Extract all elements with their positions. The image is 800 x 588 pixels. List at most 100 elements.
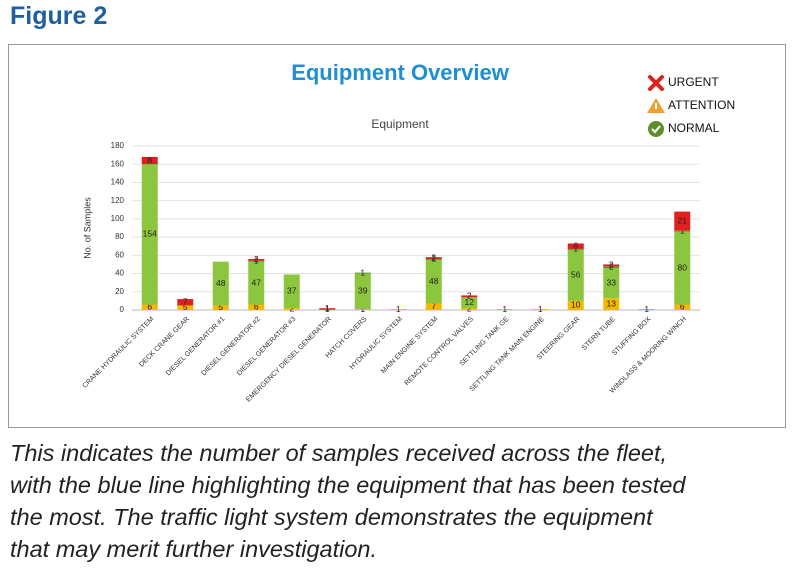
data-label: 12: [465, 297, 475, 307]
bar-segment: [674, 304, 691, 310]
bar-segment: [425, 258, 442, 260]
data-label: 33: [607, 277, 617, 287]
data-label: 1: [396, 304, 401, 314]
y-tick-label: 160: [111, 159, 125, 168]
bar-segment: [283, 274, 300, 309]
data-label: 56: [571, 270, 581, 280]
bar-segment: [674, 211, 691, 231]
bar-segment: [141, 164, 158, 305]
bar-segment: [603, 268, 620, 299]
data-label: 47: [252, 277, 262, 287]
bar-segment: [461, 308, 478, 310]
bar-segment: [177, 299, 194, 306]
data-label: 48: [216, 278, 226, 288]
caption-line: that may merit further investigation.: [10, 536, 378, 562]
y-tick-label: 100: [111, 214, 125, 223]
data-label: 8: [147, 155, 152, 165]
data-label: 2: [467, 291, 472, 301]
y-tick-label: 0: [120, 305, 125, 314]
data-label: 1: [538, 304, 543, 314]
data-label: 48: [429, 276, 439, 286]
legend-icon: [648, 75, 664, 91]
bar-segment: [319, 308, 336, 310]
data-label: 154: [143, 229, 157, 239]
y-tick-label: 140: [111, 178, 125, 187]
bar-segment: [425, 257, 442, 259]
legend-item: NORMAL: [648, 121, 720, 137]
data-label: 5: [218, 302, 223, 312]
legend-label: NORMAL: [668, 121, 720, 135]
legend-item: ATTENTION: [647, 98, 735, 113]
bar-segment: [141, 156, 158, 165]
caption-line: This indicates the number of samples rec…: [10, 440, 668, 466]
y-tick-label: 60: [115, 250, 124, 259]
y-tick-label: 80: [115, 232, 124, 241]
data-label: 2: [254, 254, 259, 264]
bar-segment: [248, 260, 265, 262]
bar-segment: [567, 300, 584, 310]
chart-subtitle: Equipment: [371, 117, 429, 131]
y-tick-label: 120: [111, 196, 125, 205]
x-tick-label: REMOTE CONTROL VALVES: [404, 316, 476, 388]
bar-segment: [354, 273, 371, 310]
bar-segment: [567, 248, 584, 250]
bar-segment: [177, 305, 194, 310]
data-label: 39: [358, 286, 368, 296]
x-tick-label: WINDLASS & MOORING WINCH: [609, 316, 688, 395]
x-tick-label: DIESEL GENERATOR #2: [200, 316, 262, 378]
data-label: 1: [360, 267, 365, 277]
bar-segment: [248, 258, 265, 261]
caption-line: the most. The traffic light system demon…: [10, 504, 653, 530]
data-label: 2: [431, 252, 436, 262]
legend-icon: [648, 121, 664, 137]
bar-segment: [212, 305, 229, 310]
y-axis-label: No. of Samples: [82, 197, 92, 259]
data-label: 1: [325, 303, 330, 313]
bar-segment: [283, 308, 300, 310]
x-tick-label: CRANE HYDRAULIC SYSTEM: [81, 316, 155, 390]
bar-segment: [354, 272, 371, 274]
data-label: 7: [431, 301, 436, 311]
legend-label: ATTENTION: [668, 98, 735, 112]
bar-segment: [567, 249, 584, 301]
y-tick-label: 20: [115, 287, 124, 296]
bar-segment: [248, 261, 265, 305]
data-label: 2: [609, 261, 614, 271]
bar-segment: [425, 259, 442, 304]
chart: Equipment Overview Equipment No. of Samp…: [81, 60, 735, 404]
data-label: 37: [287, 286, 297, 296]
bar-segment: [603, 264, 620, 267]
figure-label: Figure 2: [10, 2, 108, 30]
data-label: 6: [147, 302, 152, 312]
data-label: 80: [678, 262, 688, 272]
data-label: 1: [644, 304, 649, 314]
bar-segment: [212, 261, 229, 306]
bar-segment: [532, 309, 549, 310]
data-label: 2: [289, 303, 294, 313]
data-label: 2: [467, 303, 472, 313]
data-label: 10: [571, 300, 581, 310]
data-label: 6: [254, 302, 259, 312]
x-tick-label: DIESEL GENERATOR #1: [165, 316, 227, 378]
bar-segment: [603, 266, 620, 269]
bar-segment: [248, 304, 265, 310]
data-label: 2: [609, 260, 614, 270]
legend-icon-mark: [651, 125, 661, 134]
chart-frame: [8, 44, 786, 428]
data-label: 21: [678, 215, 688, 225]
bar-segment: [425, 303, 442, 310]
bar-segment: [461, 297, 478, 309]
legend-item: URGENT: [648, 75, 719, 91]
bar-segment: [354, 309, 371, 310]
bar-segment: [567, 243, 584, 249]
bar-segment: [319, 309, 336, 310]
bar-segment: [141, 304, 158, 310]
legend-label: URGENT: [668, 75, 719, 89]
data-label: 13: [607, 298, 617, 308]
legend-icon-mark: [655, 103, 657, 109]
x-tick-label: SETTLING TANK MAIN ENGINE: [469, 316, 547, 394]
data-label: 7: [183, 297, 188, 307]
bar-segment: [390, 309, 407, 310]
caption-line: with the blue line highlighting the equi…: [10, 472, 686, 498]
